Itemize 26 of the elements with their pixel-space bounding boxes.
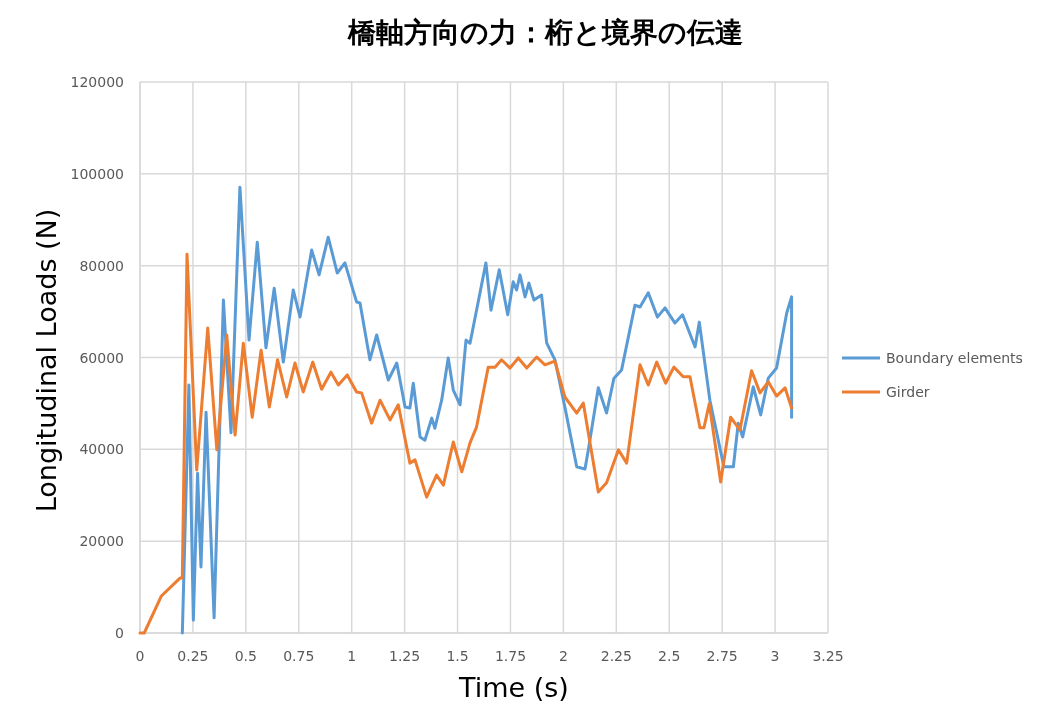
x-tick-label: 1.5 (446, 648, 469, 664)
x-tick-label: 3.25 (812, 648, 844, 664)
x-tick-label: 0.25 (177, 648, 209, 664)
legend-label: Boundary elements (886, 350, 1023, 366)
x-axis-title: Time (s) (458, 672, 569, 703)
y-tick-label: 100000 (70, 165, 124, 182)
x-tick-label: 2.5 (658, 648, 681, 664)
y-tick-label: 80000 (79, 257, 124, 274)
x-tick-label: 0.5 (234, 648, 257, 664)
legend-label: Girder (886, 384, 930, 400)
y-tick-label: 120000 (70, 74, 124, 90)
x-tick-label: 2.75 (706, 648, 738, 664)
y-axis-title: Longitudinal Loads (N) (31, 208, 62, 513)
x-tick-label: 1.75 (494, 648, 527, 664)
x-tick-label: 3 (770, 648, 780, 664)
y-tick-label: 20000 (79, 533, 124, 550)
x-tick-label: 0.75 (283, 648, 315, 664)
chart-title: 橋軸方向の力：桁と境界の伝達 (346, 16, 743, 49)
y-tick-label: 0 (115, 625, 124, 641)
x-tick-label: 1 (347, 648, 357, 664)
y-tick-label: 40000 (79, 441, 124, 458)
x-tick-label: 2 (558, 648, 568, 664)
y-tick-label: 60000 (79, 349, 124, 366)
x-tick-label: 0 (135, 648, 145, 664)
x-tick-label: 1.25 (389, 648, 421, 664)
x-tick-label: 2.25 (600, 648, 632, 664)
